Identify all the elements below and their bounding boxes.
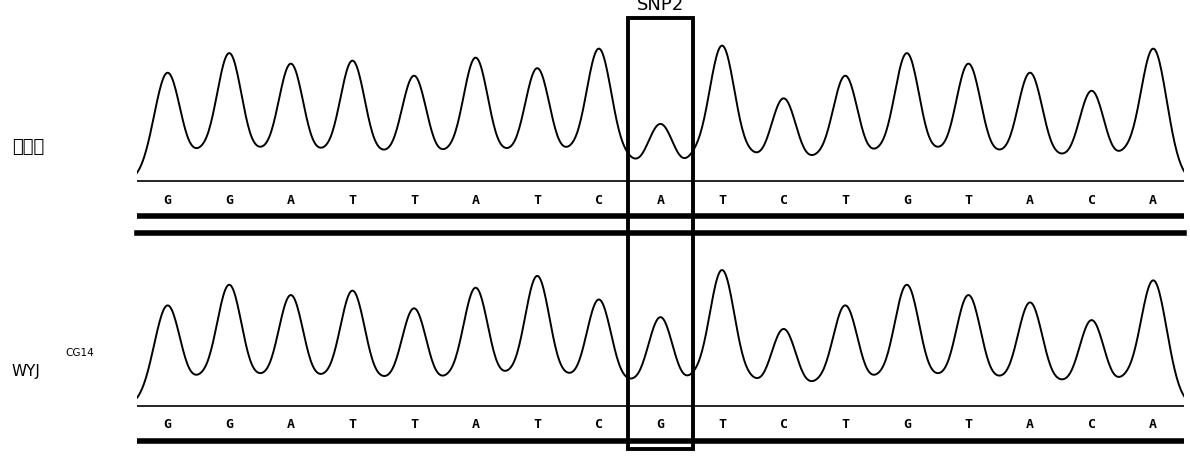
Text: C: C — [1088, 194, 1096, 207]
Text: T: T — [841, 418, 850, 431]
Text: G: G — [164, 418, 171, 431]
Text: G: G — [903, 194, 910, 207]
Text: A: A — [287, 194, 295, 207]
Text: C: C — [1088, 418, 1096, 431]
Text: C: C — [595, 418, 603, 431]
Text: T: T — [841, 194, 850, 207]
Text: G: G — [225, 418, 233, 431]
Text: SNP2: SNP2 — [637, 0, 684, 14]
Text: T: T — [533, 418, 541, 431]
Text: CG14: CG14 — [65, 348, 94, 358]
Text: C: C — [595, 194, 603, 207]
Text: T: T — [718, 194, 726, 207]
Text: A: A — [471, 194, 480, 207]
Text: T: T — [411, 194, 418, 207]
Text: A: A — [471, 418, 480, 431]
Text: A: A — [1150, 194, 1157, 207]
Text: A: A — [1026, 194, 1034, 207]
Text: G: G — [164, 194, 171, 207]
Text: C: C — [779, 418, 788, 431]
Text: C: C — [779, 194, 788, 207]
Text: A: A — [657, 194, 664, 207]
Text: A: A — [287, 418, 295, 431]
Text: T: T — [533, 194, 541, 207]
Text: A: A — [1150, 418, 1157, 431]
Text: T: T — [411, 418, 418, 431]
Text: WYJ: WYJ — [12, 364, 40, 379]
Text: 中繁４: 中繁４ — [12, 138, 44, 156]
Text: T: T — [718, 418, 726, 431]
Text: G: G — [903, 418, 910, 431]
Text: T: T — [964, 194, 972, 207]
Text: T: T — [964, 418, 972, 431]
Text: A: A — [1026, 418, 1034, 431]
Text: T: T — [349, 194, 357, 207]
Text: T: T — [349, 418, 357, 431]
Text: G: G — [225, 194, 233, 207]
Text: G: G — [657, 418, 664, 431]
